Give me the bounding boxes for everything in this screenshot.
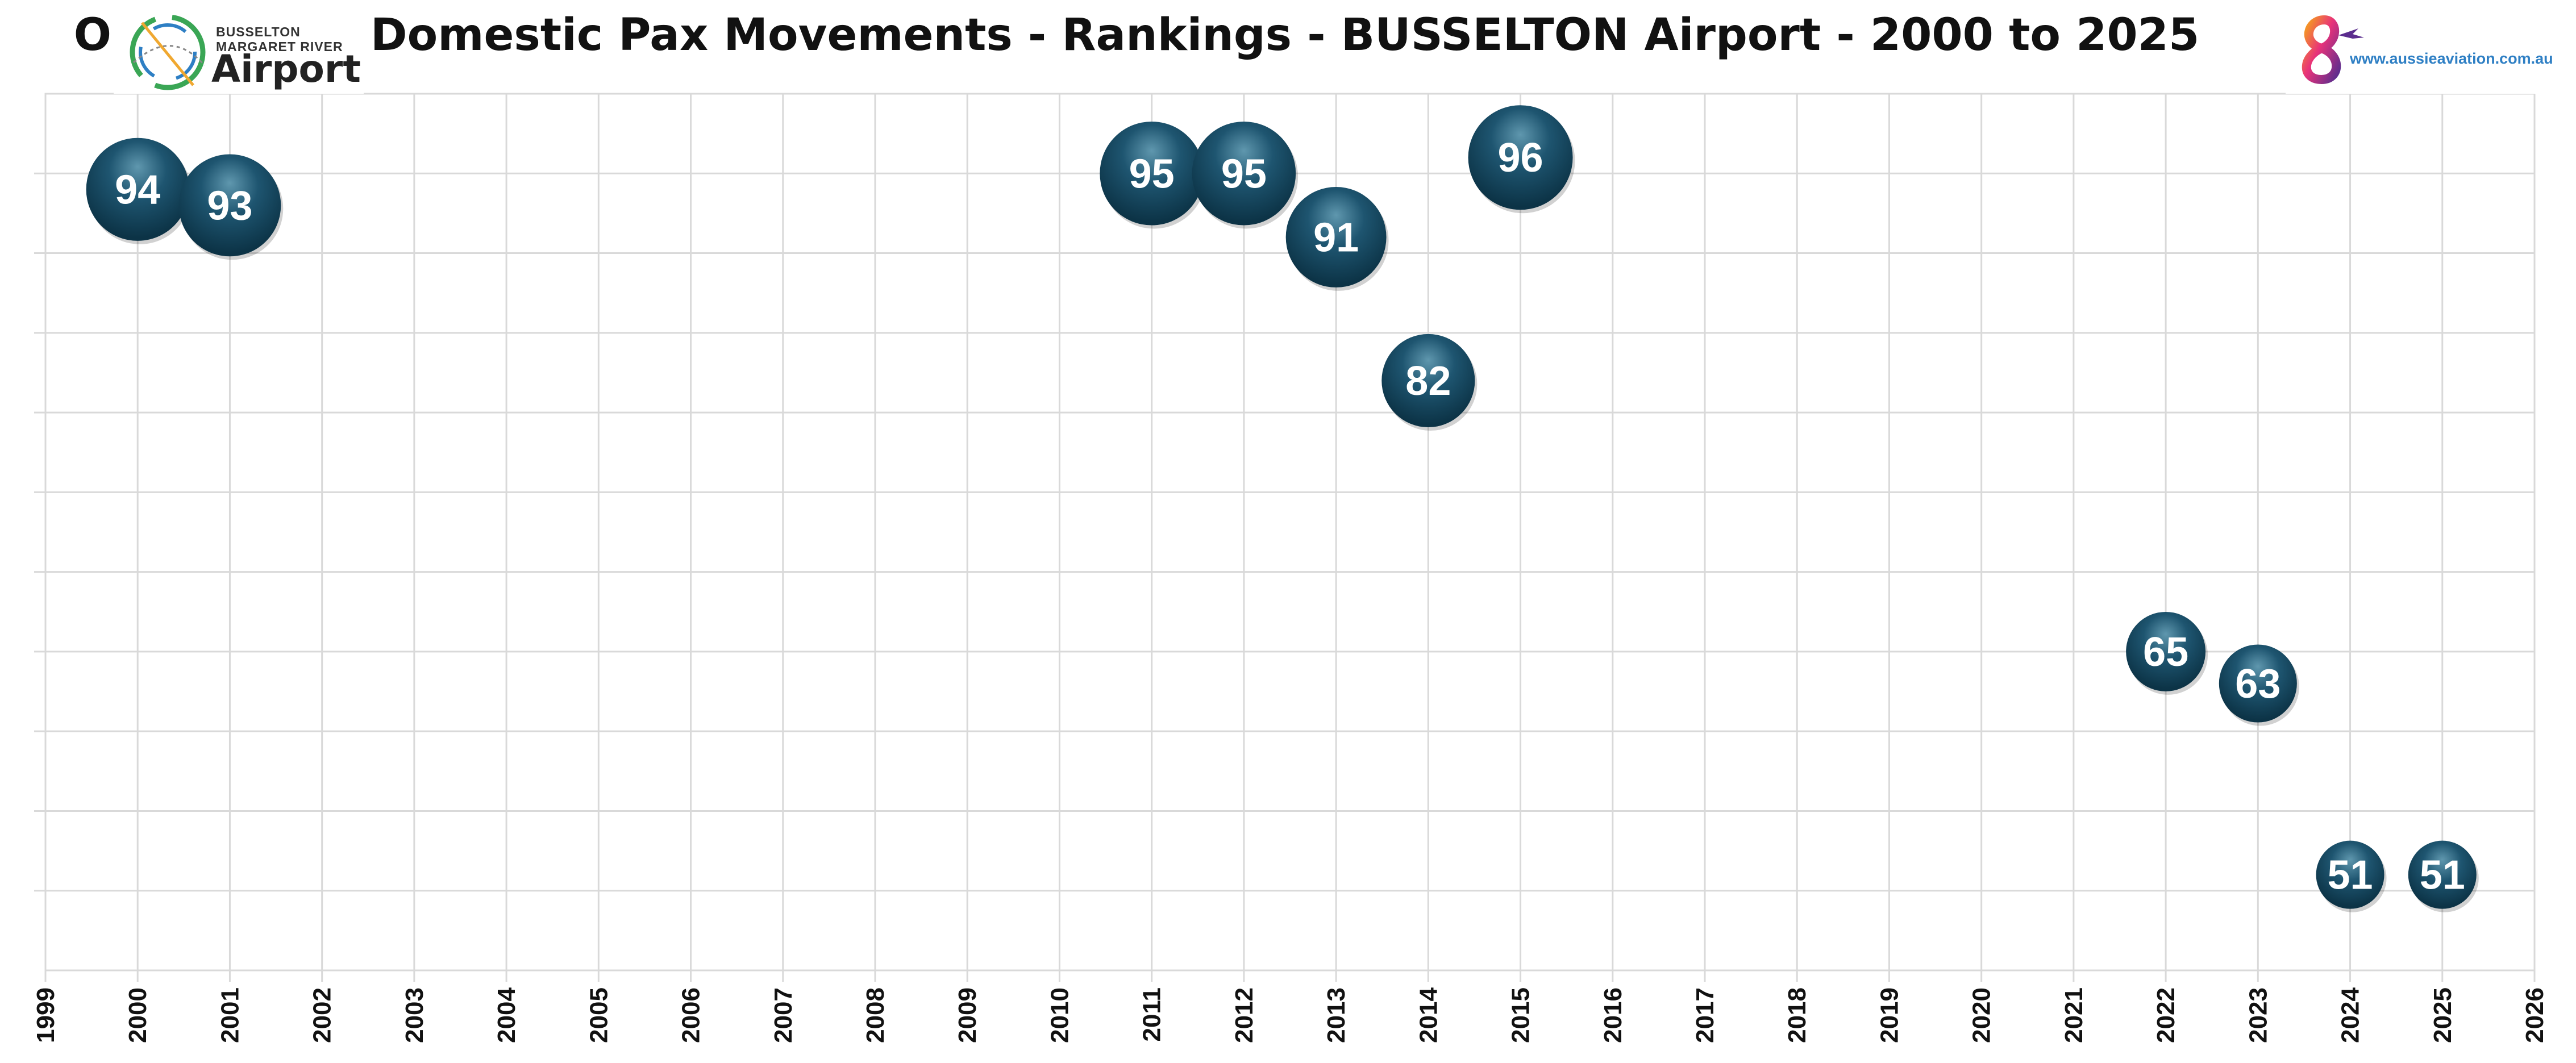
data-point: 51 [2408, 840, 2479, 912]
data-point: 82 [1381, 334, 1478, 431]
chart-title: Outbound - Domestic Pax Movements - Rank… [74, 10, 2199, 61]
x-tick-label: 2019 [1875, 987, 1903, 1043]
x-tick-label: 1999 [32, 987, 60, 1043]
website-text: www.aussieaviation.com.au [2349, 50, 2553, 67]
bubble [1285, 187, 1387, 287]
x-tick-label: 2007 [769, 987, 797, 1043]
bubble [1468, 105, 1573, 210]
data-point: 51 [2316, 840, 2387, 912]
x-tick-label: 2015 [1507, 987, 1535, 1043]
data-label: 65 [2143, 630, 2188, 675]
data-points: 94 93 95 95 91 82 96 65 63 51 51 [86, 105, 2479, 912]
data-label: 95 [1221, 151, 1267, 197]
aussie-aviation-emblem-icon [2302, 15, 2364, 85]
data-point: 95 [1192, 121, 1299, 229]
data-point: 63 [2219, 644, 2299, 726]
x-tick-label: 2016 [1599, 987, 1627, 1043]
x-tick-label: 2017 [1691, 987, 1719, 1043]
data-point: 96 [1468, 105, 1575, 214]
x-tick-label: 2024 [2337, 987, 2365, 1043]
x-tick-label: 2001 [216, 987, 244, 1043]
bubble [178, 154, 281, 257]
bubble [1381, 334, 1475, 428]
busselton-airport-logo: BUSSELTON MARGARET RIVER Airport [114, 0, 364, 94]
aussie-aviation-logo: www.aussieaviation.com.au [2286, 0, 2553, 94]
bubble [1100, 121, 1204, 226]
data-point: 91 [1285, 187, 1389, 291]
data-point: 93 [178, 154, 284, 260]
x-tick-label: 2020 [1968, 987, 1996, 1043]
x-tick-label: 2006 [677, 987, 705, 1043]
x-tick-label: 2004 [493, 987, 521, 1043]
logo-text-airport: Airport [211, 47, 361, 91]
x-tick-label: 2002 [309, 987, 336, 1043]
data-label: 95 [1129, 151, 1175, 197]
x-tick-label: 2011 [1138, 987, 1166, 1041]
bubble [2316, 840, 2384, 909]
data-label: 82 [1405, 358, 1451, 404]
data-label: 63 [2235, 661, 2280, 707]
x-tick-label: 2003 [401, 987, 428, 1043]
x-tick-label: 2012 [1230, 987, 1258, 1043]
data-label: 51 [2328, 853, 2373, 898]
x-tick-label: 2018 [1783, 987, 1811, 1043]
logo-text-margaret-river: MARGARET RIVER [216, 39, 343, 54]
data-label: 93 [207, 183, 252, 228]
bubble [2408, 840, 2477, 909]
data-label: 91 [1313, 215, 1359, 260]
x-tick-label: 2010 [1046, 987, 1073, 1043]
x-axis: 1999 2000 2001 2002 2003 2004 2005 2006 2007 2008… [32, 987, 2549, 1043]
x-tick-label: 2023 [2244, 987, 2272, 1043]
x-tick-label: 2026 [2521, 987, 2549, 1043]
bubble [86, 137, 189, 241]
x-tick-label: 2009 [954, 987, 981, 1043]
x-tick-label: 2021 [2060, 987, 2088, 1043]
data-point: 95 [1100, 121, 1206, 229]
x-tick-label: 2022 [2152, 987, 2180, 1043]
data-point: 65 [2126, 611, 2208, 695]
x-tick-label: 2025 [2429, 987, 2457, 1043]
x-tick-label: 2005 [585, 987, 613, 1043]
x-tick-label: 2000 [124, 987, 152, 1043]
logo-text-busselton: BUSSELTON [216, 24, 301, 39]
grid [34, 94, 2536, 982]
x-tick-label: 2014 [1414, 987, 1442, 1043]
bubble [2126, 611, 2206, 691]
data-label: 51 [2420, 853, 2465, 898]
x-tick-label: 2008 [862, 987, 889, 1043]
data-point: 94 [86, 137, 192, 244]
bubble [2219, 644, 2297, 723]
data-label: 96 [1498, 135, 1543, 181]
data-label: 94 [115, 167, 160, 212]
bubble [1192, 121, 1296, 226]
x-tick-label: 2013 [1322, 987, 1350, 1043]
logo-ring-icon [130, 14, 206, 90]
